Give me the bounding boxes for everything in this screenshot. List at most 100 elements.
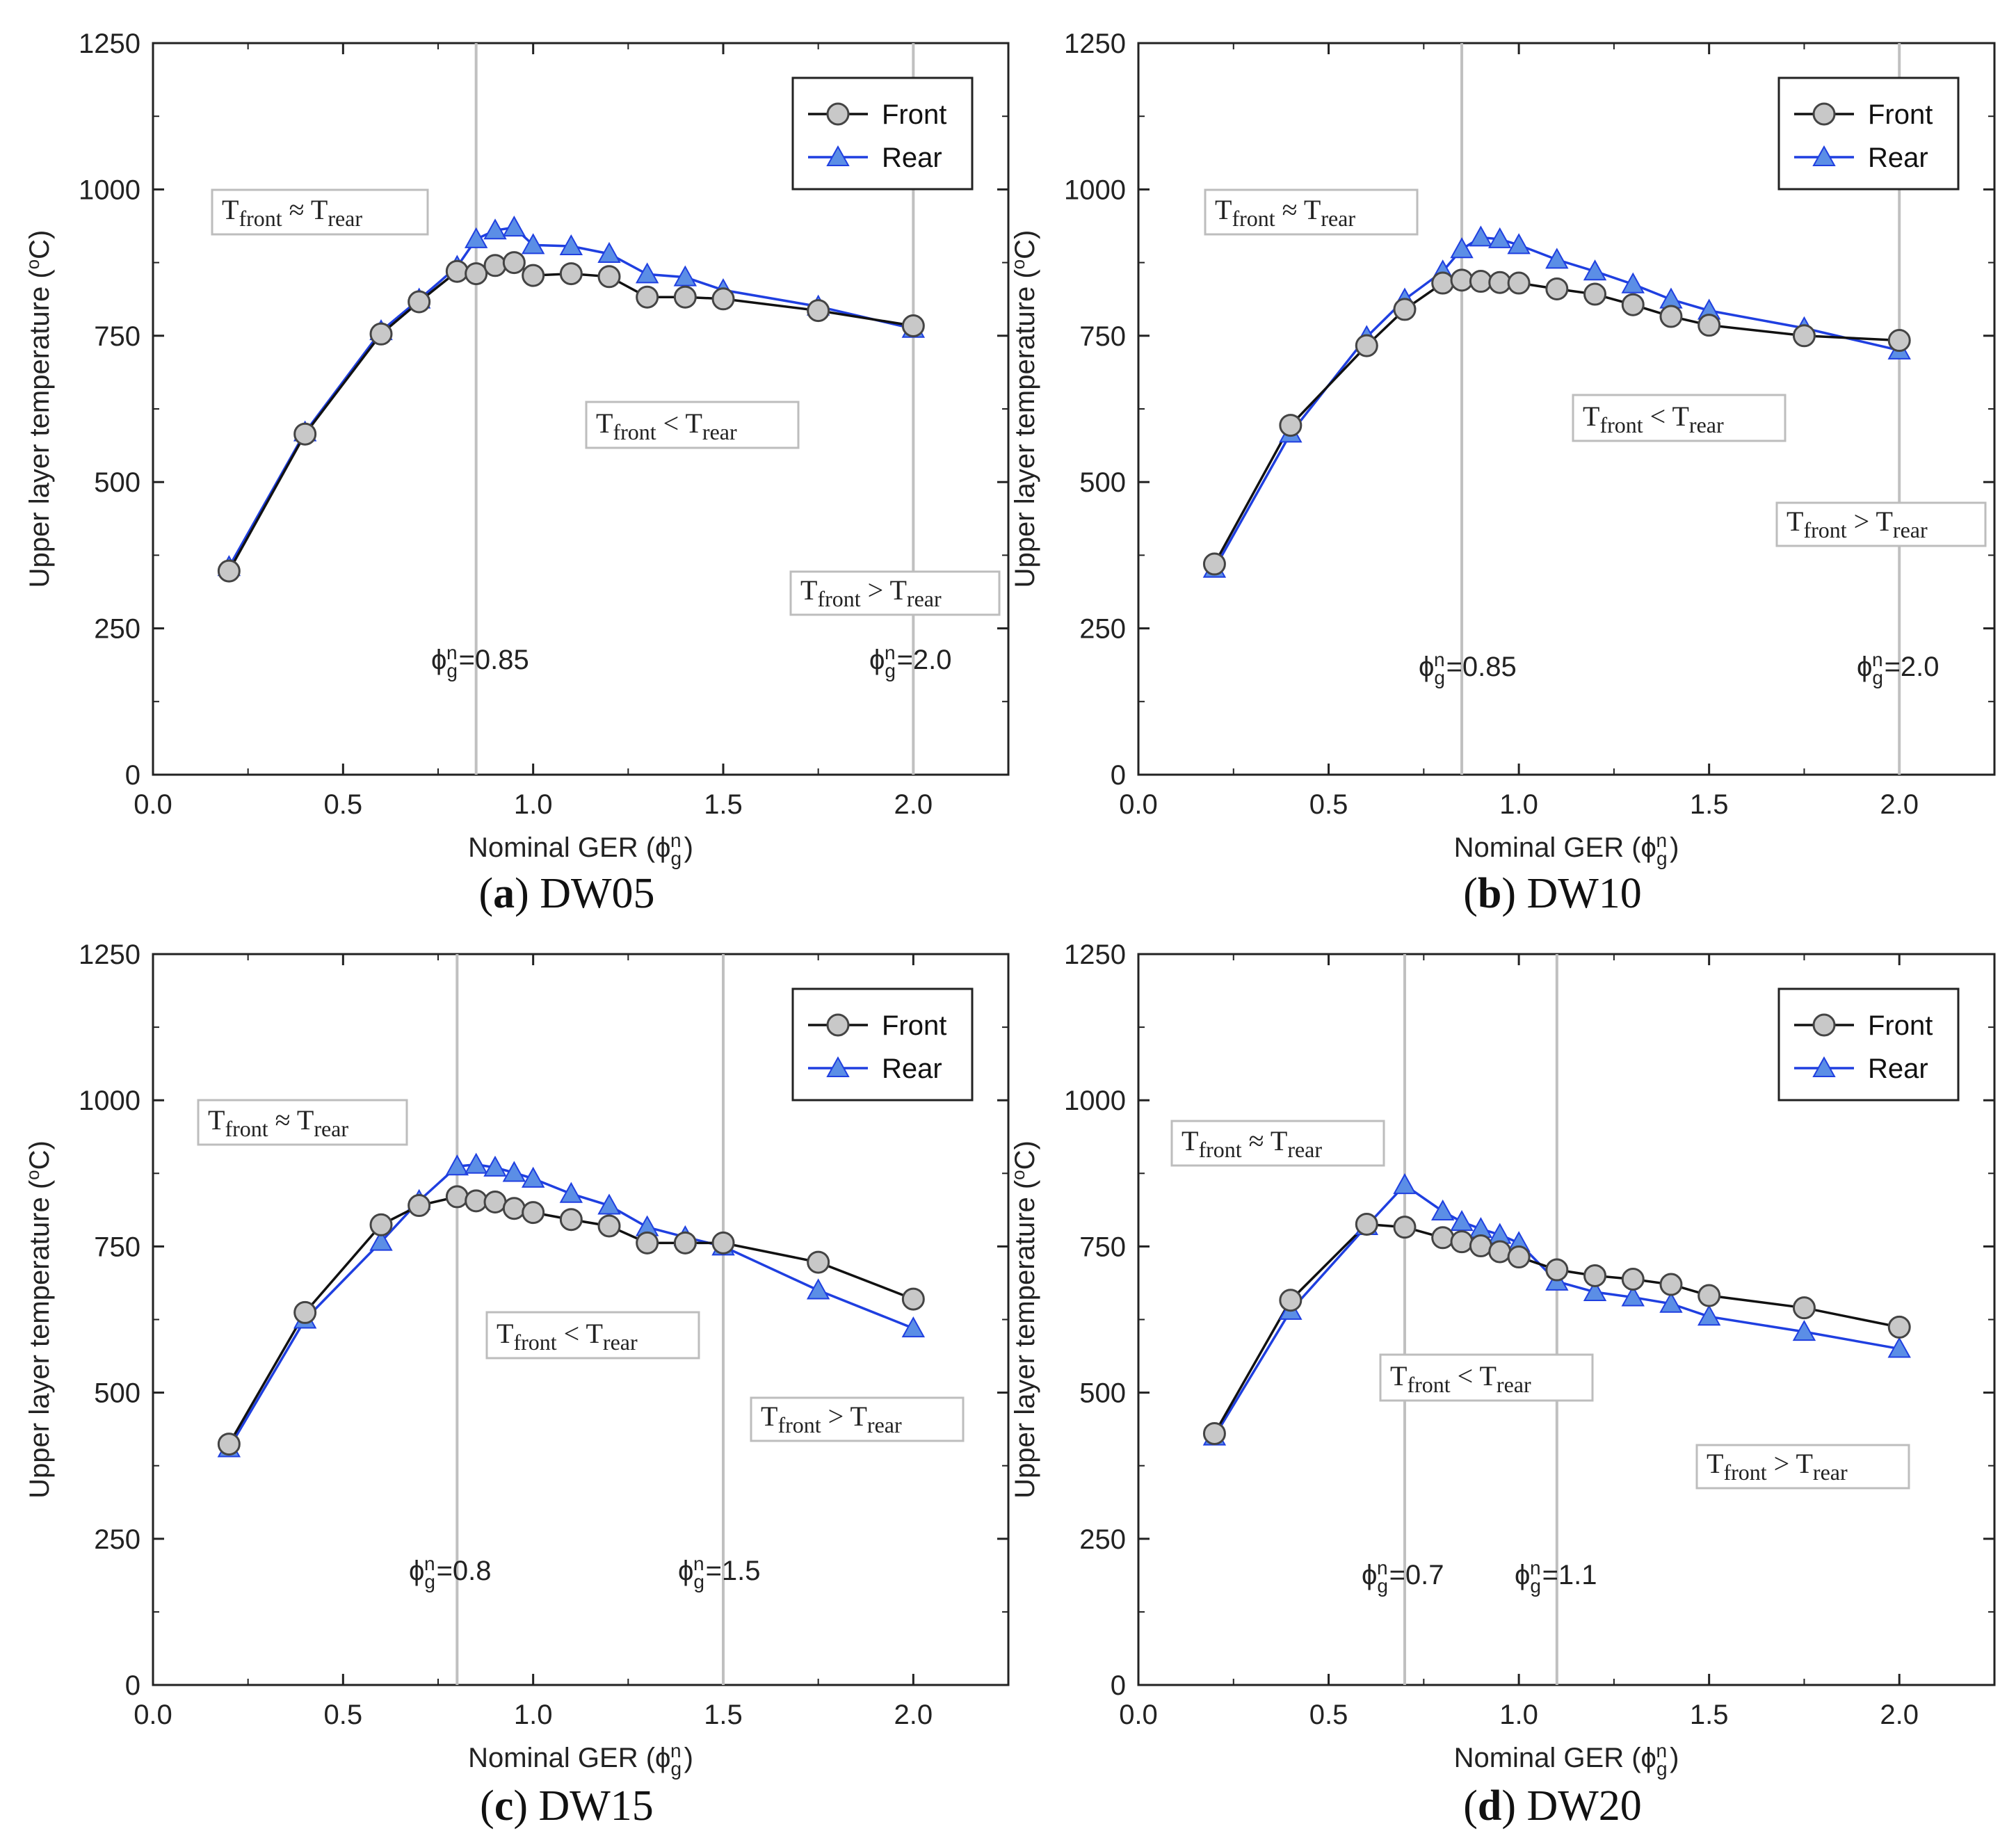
symbol-T: T xyxy=(311,194,328,225)
rear-point xyxy=(1583,1280,1607,1301)
annotation-box-approx xyxy=(1170,1120,1385,1167)
reference-value: =1.5 xyxy=(706,1556,761,1586)
legend-front-marker xyxy=(826,1013,850,1037)
x-tick-label: 1.0 xyxy=(514,1700,553,1730)
y-tick-label: 750 xyxy=(94,1232,140,1262)
rear-point xyxy=(464,1152,488,1174)
y-axis-label: Upper layer temperature (oC) xyxy=(22,230,55,588)
front-point xyxy=(1469,270,1492,293)
subscript: front xyxy=(613,419,656,444)
symbol-T: T xyxy=(1876,506,1892,537)
x-tick-label: 0.5 xyxy=(324,1700,363,1730)
y-tick-label: 0 xyxy=(125,760,140,791)
degree-o: o xyxy=(22,259,43,269)
front-point xyxy=(217,1433,241,1456)
front-point xyxy=(1202,1421,1226,1445)
front-point xyxy=(465,262,488,286)
rear-point xyxy=(502,216,526,237)
relation: > xyxy=(861,574,890,606)
y-tick-label: 1000 xyxy=(1064,1086,1126,1116)
phi-symbol: ϕ xyxy=(1641,1743,1656,1773)
panel-caption: (a) DW05 xyxy=(478,870,654,917)
front-point xyxy=(597,1214,621,1238)
legend-rear-label: Rear xyxy=(1868,143,1928,173)
symbol-T: T xyxy=(889,574,906,606)
panel-b: 0 250 500 750 1000 1250 0.0 0.5 1.0 1.5 2.0 Nominal… xyxy=(1008,29,1996,917)
x-tick-label: 0.5 xyxy=(1309,789,1348,820)
x-tick-label: 2.0 xyxy=(1880,789,1919,820)
relation: > xyxy=(821,1401,850,1432)
degree-o: o xyxy=(1008,259,1029,269)
legend-front-label: Front xyxy=(1868,1010,1933,1041)
front-point xyxy=(1621,1267,1645,1291)
subscript: front xyxy=(1198,1137,1241,1162)
legend-front-marker xyxy=(1812,1013,1836,1037)
reference-line-label: ϕgn=0.7 xyxy=(1362,1557,1444,1597)
relation: > xyxy=(1767,1448,1796,1479)
front-point xyxy=(1202,552,1226,576)
rear-series-line xyxy=(1213,236,1900,570)
rear-point xyxy=(901,1316,926,1338)
y-tick-label: 1000 xyxy=(1064,175,1126,205)
phi-sup-n: n xyxy=(446,642,458,663)
rear-point xyxy=(445,1154,469,1176)
x-tick-label: 0.0 xyxy=(134,789,172,820)
rear-point xyxy=(597,1193,621,1215)
rear-point xyxy=(1507,233,1531,255)
reference-value: =0.7 xyxy=(1389,1560,1444,1590)
front-point xyxy=(1659,1273,1683,1296)
front-point xyxy=(1431,271,1455,295)
front-point xyxy=(1279,414,1303,437)
reference-line-label: ϕgn=1.1 xyxy=(1515,1557,1597,1597)
phi-sup-n: n xyxy=(1377,1557,1388,1579)
y-tick-label: 0 xyxy=(125,1670,140,1701)
annotation-box-less xyxy=(1379,1353,1594,1402)
y-tick-label: 750 xyxy=(94,321,140,352)
front-point xyxy=(522,264,545,287)
y-tick-label: 250 xyxy=(94,1524,140,1555)
annotation-box-less xyxy=(1572,394,1787,442)
phi-sup-n: n xyxy=(670,1740,682,1761)
relation: > xyxy=(1847,506,1876,537)
y-tick-label: 250 xyxy=(1079,1524,1126,1555)
x-tick-label: 2.0 xyxy=(894,1700,933,1730)
y-tick-label: 500 xyxy=(1079,467,1126,498)
rear-point xyxy=(483,218,507,240)
phi-sub-g: g xyxy=(885,660,896,681)
x-tick-label: 1.5 xyxy=(704,789,743,820)
front-point xyxy=(445,1185,469,1209)
panel-d: 0 250 500 750 1000 1250 0.0 0.5 1.0 1.5 2.0 Nominal… xyxy=(1008,939,1996,1830)
phi-sup-n: n xyxy=(1656,1740,1668,1761)
x-tick-label: 2.0 xyxy=(894,789,933,820)
reference-line-label: ϕgn=1.5 xyxy=(678,1553,761,1592)
subscript: front xyxy=(817,586,860,611)
front-point xyxy=(217,559,241,583)
legend-rear-marker xyxy=(826,145,850,166)
front-point xyxy=(673,285,697,309)
symbol-T: T xyxy=(1479,1360,1496,1392)
rear-point xyxy=(673,265,697,287)
degree-o: o xyxy=(1008,1170,1029,1179)
symbol-T: T xyxy=(850,1401,866,1432)
phi-sup-n: n xyxy=(1530,1557,1541,1579)
unit: C) xyxy=(1010,230,1040,259)
subscript: rear xyxy=(907,586,942,611)
front-point xyxy=(465,1189,488,1213)
y-tick-label: 750 xyxy=(1079,1232,1126,1262)
front-point xyxy=(807,1250,830,1274)
rear-point xyxy=(1659,1291,1683,1313)
subscript: rear xyxy=(867,1412,902,1437)
rear-point xyxy=(1469,225,1493,247)
subscript: rear xyxy=(1287,1137,1322,1162)
rear-point xyxy=(502,1161,526,1182)
paren: ) xyxy=(684,1743,693,1773)
front-point xyxy=(901,314,925,337)
legend xyxy=(1777,76,1960,191)
rear-point xyxy=(1450,1210,1474,1232)
annotation-box-greater xyxy=(789,570,1001,616)
rear-point xyxy=(1792,1320,1816,1341)
symbol-T: T xyxy=(586,1318,602,1349)
front-series-line xyxy=(227,261,914,572)
front-point xyxy=(1450,268,1474,292)
annotation-box-approx xyxy=(211,188,429,236)
